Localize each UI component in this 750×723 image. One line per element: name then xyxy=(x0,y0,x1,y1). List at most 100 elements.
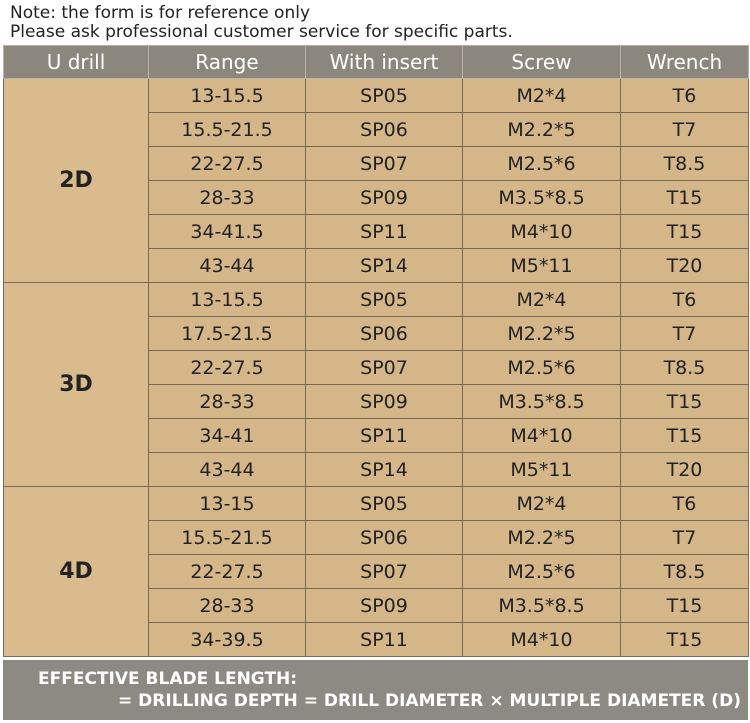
table-row: 43-44 SP14 M5*11 T20 xyxy=(4,452,749,487)
cell: 34-41 xyxy=(148,418,306,453)
table-row: 34-41 SP11 M4*10 T15 xyxy=(4,418,749,453)
table-row: 15.5-21.5 SP06 M2.2*5 T7 xyxy=(4,112,749,147)
cell: SP11 xyxy=(305,418,463,453)
cell: SP14 xyxy=(305,248,463,283)
cell: SP05 xyxy=(305,78,463,113)
cell: SP14 xyxy=(305,452,463,487)
cell: 13-15.5 xyxy=(148,78,306,113)
cell: T8.5 xyxy=(620,146,749,181)
cell: M4*10 xyxy=(462,622,621,657)
cell: T15 xyxy=(620,214,749,249)
cell: 22-27.5 xyxy=(148,146,306,181)
cell: SP09 xyxy=(305,588,463,623)
cell: T8.5 xyxy=(620,350,749,385)
header-cell: Range xyxy=(148,45,306,79)
cell: T7 xyxy=(620,316,749,351)
cell: M4*10 xyxy=(462,214,621,249)
table-row: 34-41.5 SP11 M4*10 T15 xyxy=(4,214,749,249)
group-label: 3D xyxy=(3,282,149,487)
cell: 43-44 xyxy=(148,452,306,487)
cell: M2*4 xyxy=(462,486,621,521)
cell: T15 xyxy=(620,180,749,215)
cell: 43-44 xyxy=(148,248,306,283)
group-label: 2D xyxy=(3,78,149,283)
cell: T15 xyxy=(620,384,749,419)
cell: M5*11 xyxy=(462,248,621,283)
cell: T7 xyxy=(620,112,749,147)
cell: 13-15.5 xyxy=(148,282,306,317)
cell: 34-41.5 xyxy=(148,214,306,249)
cell: SP09 xyxy=(305,384,463,419)
cell: M3.5*8.5 xyxy=(462,588,621,623)
table-row: 28-33 SP09 M3.5*8.5 T15 xyxy=(4,180,749,215)
footer-line: EFFECTIVE BLADE LENGTH: xyxy=(38,669,298,689)
cell: 22-27.5 xyxy=(148,350,306,385)
table-row: 28-33 SP09 M3.5*8.5 T15 xyxy=(4,588,749,623)
cell: SP07 xyxy=(305,146,463,181)
spec-table: U drill Range With insert Screw Wrench 2D 13-… xyxy=(3,45,749,657)
header-cell: With insert xyxy=(305,45,463,79)
footer: EFFECTIVE BLADE LENGTH: = DRILLING DEPTH… xyxy=(3,660,748,720)
cell: M5*11 xyxy=(462,452,621,487)
cell: SP07 xyxy=(305,350,463,385)
header-cell: Wrench xyxy=(620,45,749,79)
table-row: 22-27.5 SP07 M2.5*6 T8.5 xyxy=(4,350,749,385)
table-row: 2D 13-15.5 SP05 M2*4 T6 xyxy=(3,78,749,283)
cell: M4*10 xyxy=(462,418,621,453)
table-row: 34-39.5 SP11 M4*10 T15 xyxy=(4,622,749,657)
cell: 13-15 xyxy=(148,486,306,521)
table-body: 2D 13-15.5 SP05 M2*4 T6 15.5-21.5 SP06 M2.2*5 T7… xyxy=(3,78,749,657)
cell: SP11 xyxy=(305,622,463,657)
cell: 28-33 xyxy=(148,180,306,215)
cell: T15 xyxy=(620,588,749,623)
cell: SP05 xyxy=(305,486,463,521)
footer-line: = DRILLING DEPTH = DRILL DIAMETER × MULT… xyxy=(118,691,741,711)
table-row: 3D 13-15.5 SP05 M2*4 T6 xyxy=(3,282,749,487)
cell: 22-27.5 xyxy=(148,554,306,589)
cell: M2*4 xyxy=(462,282,621,317)
cell: T7 xyxy=(620,520,749,555)
cell: M3.5*8.5 xyxy=(462,384,621,419)
cell: SP07 xyxy=(305,554,463,589)
cell: M3.5*8.5 xyxy=(462,180,621,215)
cell: M2.5*6 xyxy=(462,554,621,589)
cell: M2.5*6 xyxy=(462,146,621,181)
cell: T6 xyxy=(620,486,749,521)
cell: M2.2*5 xyxy=(462,112,621,147)
cell: SP06 xyxy=(305,520,463,555)
table-row: 4D 13-15 SP05 M2*4 T6 xyxy=(3,486,749,657)
note: Note: the form is for reference only xyxy=(10,3,311,23)
header-cell: Screw xyxy=(462,45,621,79)
cell: T6 xyxy=(620,78,749,113)
cell: T15 xyxy=(620,418,749,453)
table-row: 28-33 SP09 M3.5*8.5 T15 xyxy=(4,384,749,419)
cell: 15.5-21.5 xyxy=(148,520,306,555)
cell: M2*4 xyxy=(462,78,621,113)
cell: M2.2*5 xyxy=(462,520,621,555)
cell: SP09 xyxy=(305,180,463,215)
cell: SP06 xyxy=(305,316,463,351)
header-row: U drill Range With insert Screw Wrench xyxy=(3,45,749,79)
cell: T20 xyxy=(620,452,749,487)
cell: T20 xyxy=(620,248,749,283)
cell: M2.2*5 xyxy=(462,316,621,351)
cell: 17.5-21.5 xyxy=(148,316,306,351)
cell: T8.5 xyxy=(620,554,749,589)
table-row: 22-27.5 SP07 M2.5*6 T8.5 xyxy=(4,554,749,589)
cell: 28-33 xyxy=(148,588,306,623)
table-row: 43-44 SP14 M5*11 T20 xyxy=(4,248,749,283)
cell: 28-33 xyxy=(148,384,306,419)
cell: SP06 xyxy=(305,112,463,147)
cell: M2.5*6 xyxy=(462,350,621,385)
cell: T15 xyxy=(620,622,749,657)
group-label: 4D xyxy=(3,486,149,657)
cell: SP11 xyxy=(305,214,463,249)
table-row: 22-27.5 SP07 M2.5*6 T8.5 xyxy=(4,146,749,181)
cell: T6 xyxy=(620,282,749,317)
table-row: 17.5-21.5 SP06 M2.2*5 T7 xyxy=(4,316,749,351)
header-cell: U drill xyxy=(3,45,149,79)
cell: 34-39.5 xyxy=(148,622,306,657)
cell: 15.5-21.5 xyxy=(148,112,306,147)
note: Please ask professional customer service… xyxy=(10,22,513,42)
